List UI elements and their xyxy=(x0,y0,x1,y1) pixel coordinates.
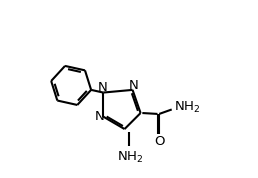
Text: N: N xyxy=(94,110,104,123)
Text: O: O xyxy=(154,135,165,148)
Text: NH$_2$: NH$_2$ xyxy=(174,100,201,115)
Text: N: N xyxy=(128,79,138,92)
Text: N: N xyxy=(98,81,107,94)
Text: NH$_2$: NH$_2$ xyxy=(117,150,143,165)
